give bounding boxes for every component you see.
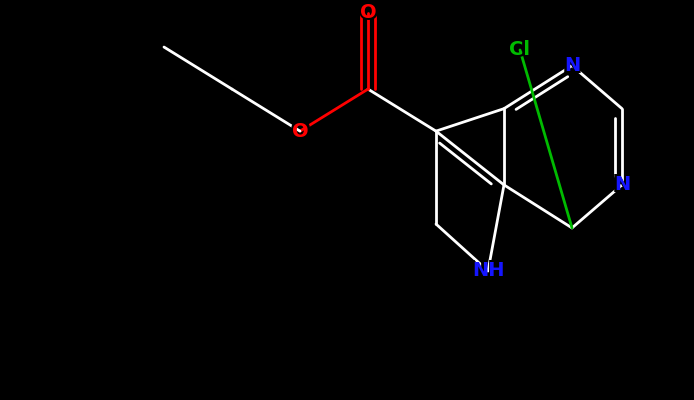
Text: O: O (357, 1, 379, 25)
Text: Cl: Cl (509, 40, 530, 60)
Text: NH: NH (467, 259, 509, 283)
Text: O: O (291, 122, 308, 141)
Text: NH: NH (472, 262, 505, 280)
Text: O: O (359, 3, 376, 22)
Text: N: N (614, 176, 630, 194)
Text: O: O (289, 119, 311, 143)
Text: N: N (611, 173, 632, 197)
Text: N: N (561, 54, 582, 78)
Text: Cl: Cl (507, 38, 534, 62)
Text: N: N (564, 56, 580, 75)
